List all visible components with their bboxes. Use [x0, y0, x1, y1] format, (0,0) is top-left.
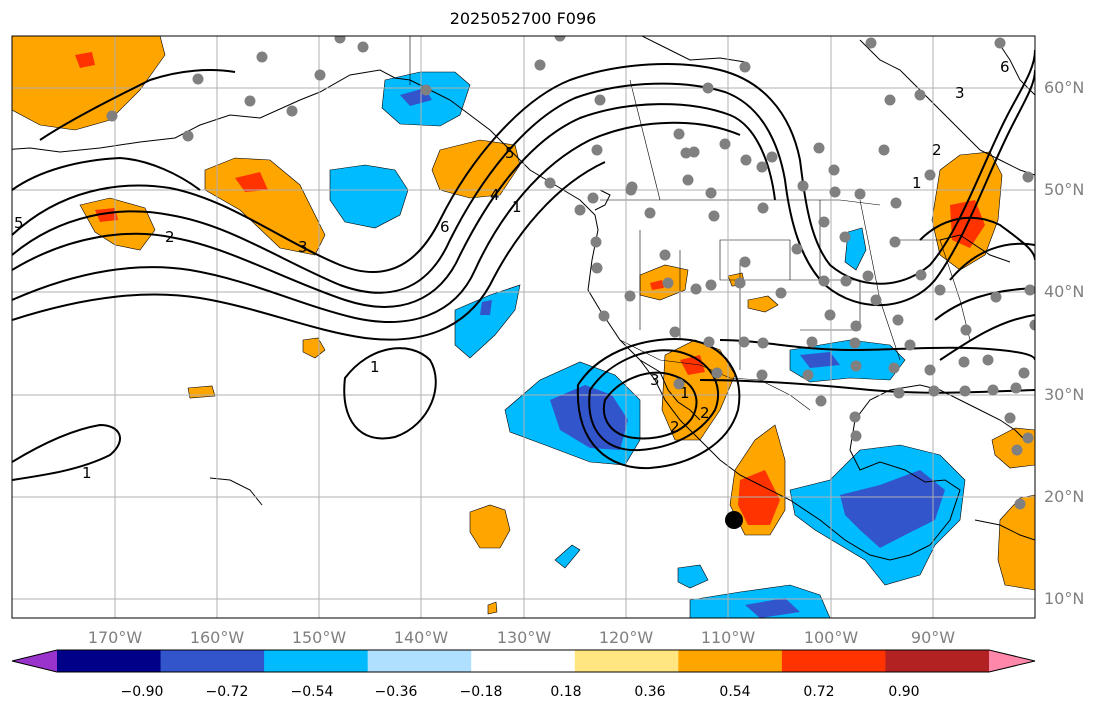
contour-label: 6 [440, 218, 450, 236]
contour-label: 2 [165, 228, 175, 246]
colorbar-segment [574, 650, 679, 672]
station-dots [106, 36, 1035, 510]
contour-label: 5 [14, 214, 24, 232]
colorbar-segment [57, 650, 162, 672]
shaded-anomalies [12, 36, 1035, 618]
map-title: 2025052700 F096 [449, 9, 597, 28]
colorbar-tick-label: −0.18 [460, 684, 503, 700]
contour-label: 1 [82, 464, 92, 482]
contour-label: 1 [912, 174, 922, 192]
lon-label: 110°W [701, 628, 756, 647]
colorbar-tick-label: 0.72 [803, 684, 834, 700]
contour-label: 1 [370, 358, 380, 376]
colorbar-segment [471, 650, 576, 672]
colorbar-segment [160, 650, 265, 672]
lat-label: 30°N [1044, 385, 1084, 404]
colorbar-segment [781, 650, 886, 672]
lon-label: 90°W [911, 628, 955, 647]
lon-label: 150°W [292, 628, 347, 647]
colorbar-tick-label: −0.36 [375, 684, 418, 700]
lon-label: 130°W [497, 628, 552, 647]
colorbar-segment [367, 650, 472, 672]
contour-label: 6 [1000, 58, 1010, 76]
borders [409, 36, 971, 411]
lon-label: 160°W [190, 628, 245, 647]
lat-label: 20°N [1044, 487, 1084, 506]
longitude-labels: 170°W 160°W 150°W 140°W 130°W 120°W 110°… [88, 628, 955, 647]
colorbar-segment [678, 650, 783, 672]
colorbar-tick-label: −0.90 [121, 684, 164, 700]
contour-label: 2 [932, 141, 942, 159]
lon-label: 140°W [394, 628, 449, 647]
colorbar-tick-label: 0.90 [888, 684, 919, 700]
lat-label: 40°N [1044, 282, 1084, 301]
contour-label: 1 [680, 384, 690, 402]
contour-label: 3 [650, 371, 660, 389]
storm-center-marker [725, 511, 743, 529]
lon-label: 120°W [599, 628, 654, 647]
contour-label: 3 [955, 84, 965, 102]
lat-label: 50°N [1044, 180, 1084, 199]
contour-label: 5 [505, 144, 515, 162]
colorbar-tick-label: 0.36 [634, 684, 665, 700]
map-frame [11, 35, 1036, 619]
contour-label: 2 [700, 404, 710, 422]
colorbar-extend-high [989, 650, 1035, 672]
contour-label: 4 [490, 186, 500, 204]
colorbar-segment [885, 650, 990, 672]
colorbar-labels: −0.90 −0.72 −0.54 −0.36 −0.18 0.18 0.36 … [121, 684, 920, 700]
colorbar [11, 649, 1036, 673]
contour-label: 3 [298, 238, 308, 256]
contour-labels: 5 2 3 6 4 5 1 1 2 3 1 1 2 3 1 2 6 [14, 58, 1010, 482]
lat-label: 10°N [1044, 589, 1084, 608]
lat-label: 60°N [1044, 78, 1084, 97]
lon-label: 100°W [804, 628, 859, 647]
latitude-labels: 10°N 20°N 30°N 40°N 50°N 60°N [1044, 78, 1084, 608]
colorbar-tick-label: −0.54 [291, 684, 334, 700]
contour-label: 1 [512, 198, 522, 216]
colorbar-tick-label: 0.54 [719, 684, 750, 700]
colorbar-segment [264, 650, 369, 672]
colorbar-tick-label: 0.18 [550, 684, 581, 700]
colorbar-tick-label: −0.72 [206, 684, 249, 700]
contour-label: 2 [670, 418, 680, 436]
colorbar-extend-low [12, 650, 57, 672]
colorbar-outline [11, 649, 1036, 673]
contours [12, 49, 1035, 481]
lon-label: 170°W [88, 628, 143, 647]
